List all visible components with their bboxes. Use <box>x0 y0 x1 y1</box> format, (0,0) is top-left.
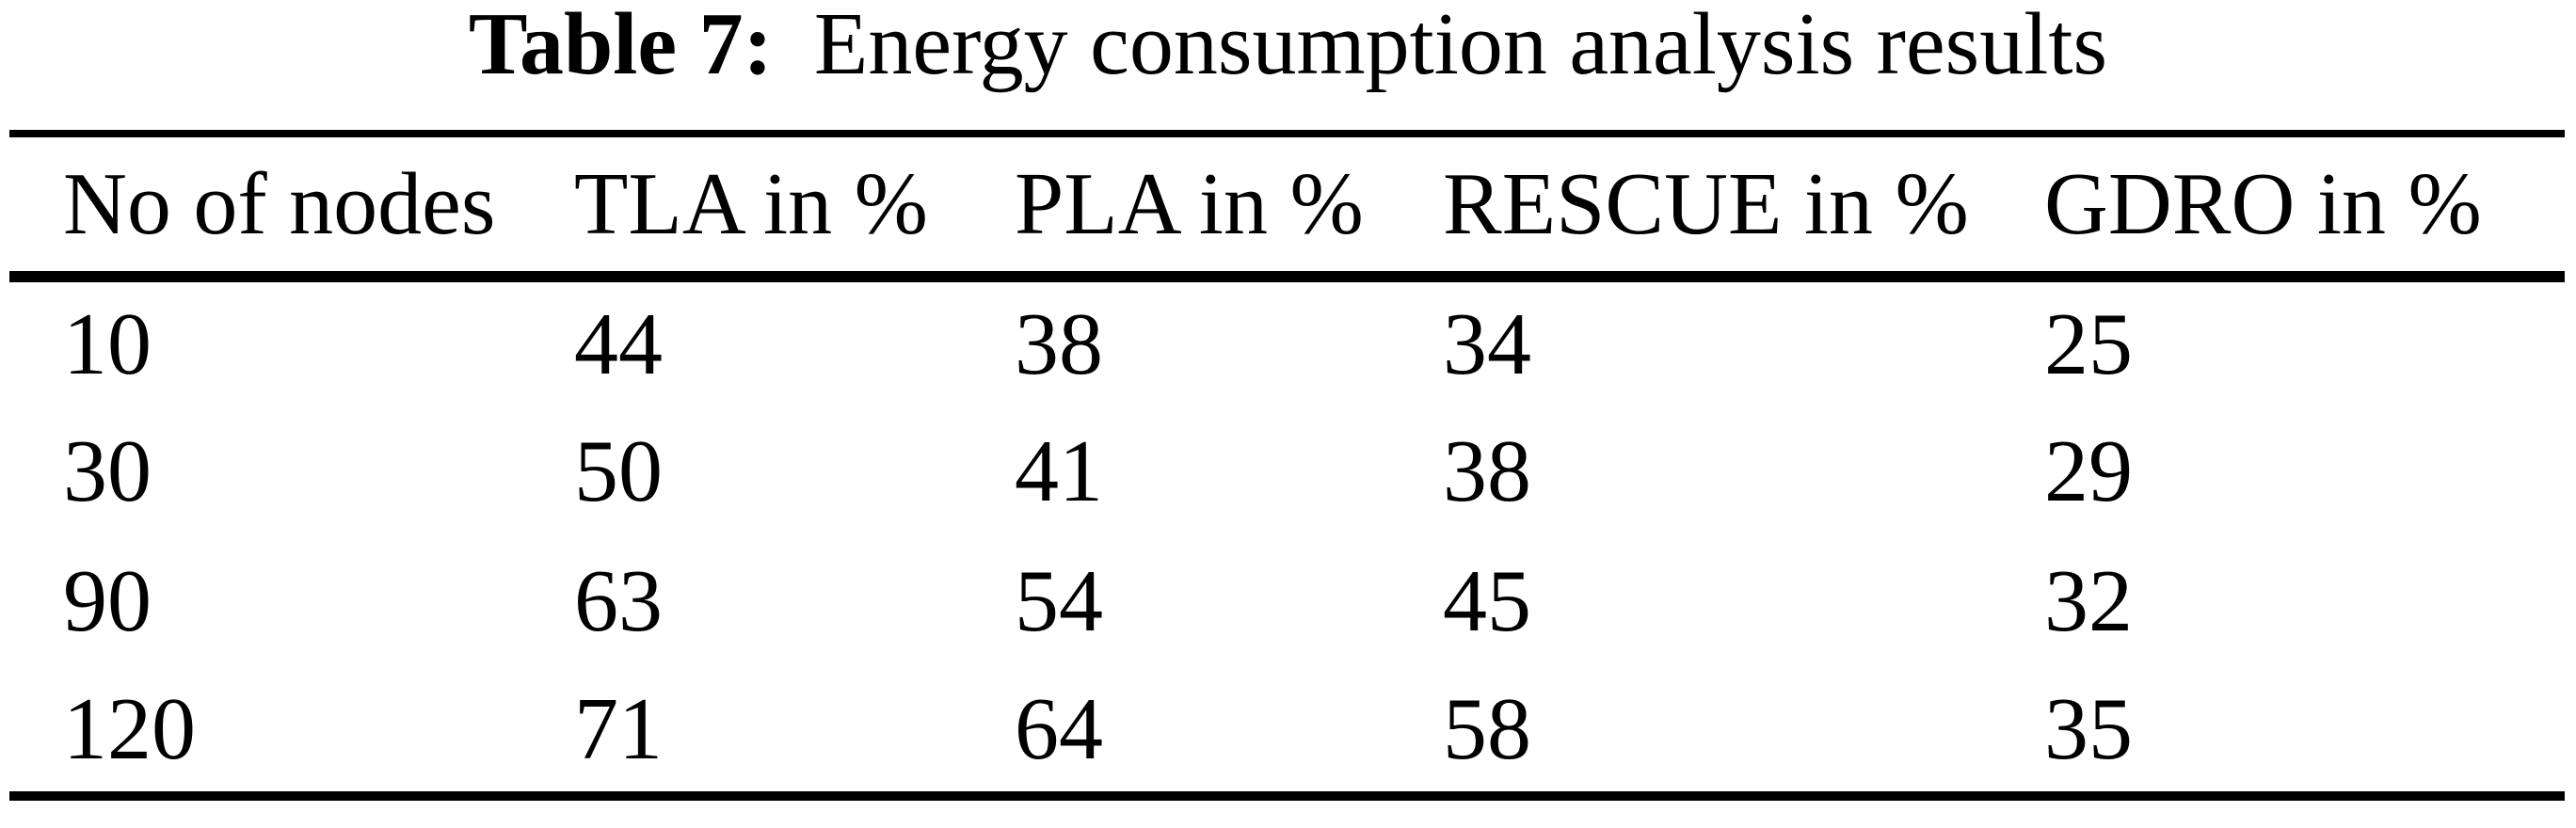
table-cell: 120 <box>63 679 196 778</box>
table-cell: 30 <box>63 422 152 520</box>
energy-consumption-table: No of nodes TLA in % PLA in % RESCUE in … <box>9 130 2565 801</box>
table-cell: 25 <box>2044 295 2133 393</box>
column-header-gdro: GDRO in % <box>2044 155 2482 253</box>
table-cell: 63 <box>574 552 663 650</box>
column-header-pla: PLA in % <box>1015 155 1364 253</box>
table-row: 10 44 38 34 25 <box>9 277 2565 406</box>
table-cell: 64 <box>1015 679 1103 778</box>
column-header-tla: TLA in % <box>574 155 928 253</box>
column-header-no-of-nodes: No of nodes <box>63 155 496 253</box>
header-row: No of nodes TLA in % PLA in % RESCUE in … <box>9 134 2565 277</box>
table-row: 30 50 41 38 29 <box>9 406 2565 536</box>
table-cell: 29 <box>2044 422 2133 520</box>
table-row: 90 63 54 45 32 <box>9 536 2565 666</box>
table-cell: 38 <box>1443 422 1531 520</box>
column-header-rescue: RESCUE in % <box>1443 155 1969 253</box>
table-cell: 38 <box>1015 295 1103 393</box>
table-cell: 54 <box>1015 552 1103 650</box>
table-cell: 32 <box>2044 552 2133 650</box>
table-caption: Table 7: Energy consumption analysis resu… <box>0 0 2576 130</box>
table-cell: 50 <box>574 422 663 520</box>
table-caption-label: Table 7: <box>468 0 773 93</box>
table-cell: 71 <box>574 679 663 778</box>
table-cell: 90 <box>63 552 152 650</box>
table-row: 120 71 64 58 35 <box>9 666 2565 796</box>
table-cell: 45 <box>1443 552 1531 650</box>
table-caption-text: Energy consumption analysis results <box>813 0 2108 93</box>
table-cell: 41 <box>1015 422 1103 520</box>
table-cell: 44 <box>574 295 663 393</box>
table-cell: 34 <box>1443 295 1531 393</box>
table-cell: 10 <box>63 295 152 393</box>
table-cell: 35 <box>2044 679 2133 778</box>
table-cell: 58 <box>1443 679 1531 778</box>
